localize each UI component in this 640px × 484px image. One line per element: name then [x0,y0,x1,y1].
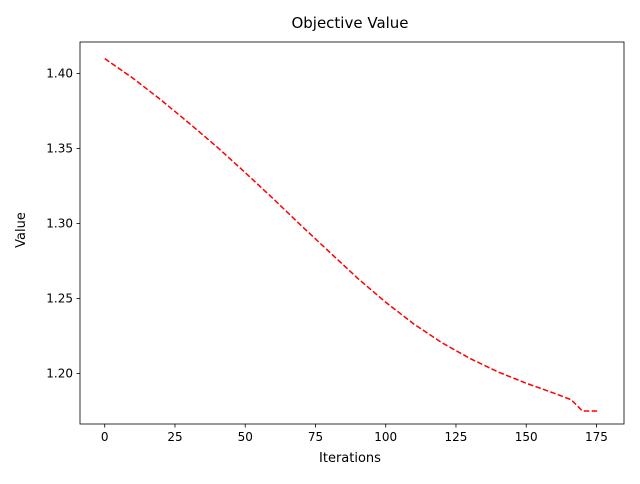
x-tick-label: 175 [585,430,608,444]
x-tick-label: 100 [374,430,397,444]
y-axis-label: Value [14,212,29,248]
x-tick-label: 125 [445,430,468,444]
x-tick-label: 150 [515,430,538,444]
y-tick-label: 1.35 [46,142,73,156]
y-tick-label: 1.20 [46,366,73,380]
axes-frame [79,41,625,425]
chart-title: Objective Value [291,14,408,32]
y-tick-label: 1.40 [46,67,73,81]
x-tick-label: 25 [167,430,182,444]
plot-area: 0 25 50 75 100 125 150 175 1.20 1.25 1.30 1.35 1.40 [46,41,625,444]
x-tick-label: 0 [101,430,109,444]
y-tick-label: 1.25 [46,292,73,306]
x-tick-label: 50 [238,430,253,444]
series-line-0 [104,58,600,412]
x-axis-label: Iterations [319,451,381,466]
x-tick-label: 75 [308,430,323,444]
y-tick-label: 1.30 [46,217,73,231]
